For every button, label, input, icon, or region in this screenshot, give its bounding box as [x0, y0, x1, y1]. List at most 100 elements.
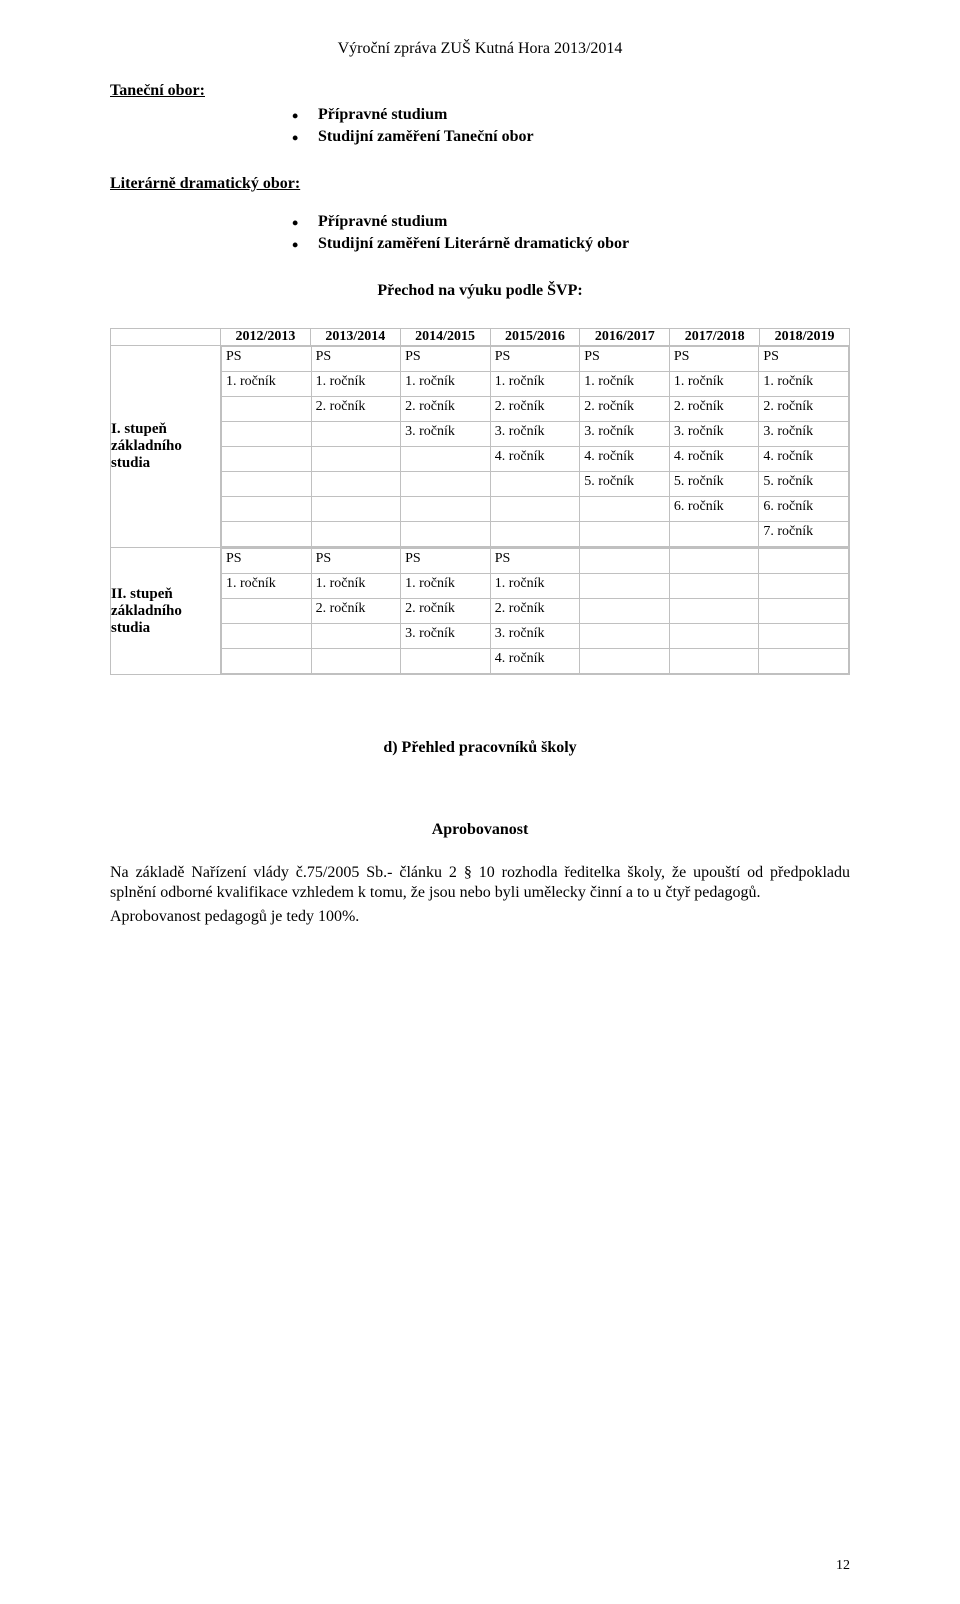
page-number: 12 — [836, 1558, 850, 1574]
section-tanecni: Taneční obor: Přípravné studium Studijní… — [110, 82, 850, 147]
year-header: 2013/2014 — [310, 329, 400, 346]
table-cell: 3. ročník — [669, 422, 759, 447]
table-cell — [490, 497, 580, 522]
table-cell: 3. ročník — [759, 422, 849, 447]
year-header: 2015/2016 — [490, 329, 580, 346]
list-item: Studijní zaměření Literárně dramatický o… — [290, 233, 850, 255]
table-cell — [311, 422, 401, 447]
paragraph: Na základě Nařízení vlády č.75/2005 Sb.-… — [110, 863, 850, 903]
table-cell: PS — [490, 347, 580, 372]
table-row: PSPSPSPSPSPSPS — [222, 347, 849, 372]
table-cell: 6. ročník — [669, 497, 759, 522]
year-header: 2014/2015 — [400, 329, 490, 346]
table-row: 3. ročník3. ročník3. ročník3. ročník3. r… — [222, 422, 849, 447]
table-cell — [222, 624, 312, 649]
table-cell: 2. ročník — [759, 397, 849, 422]
table-cell: 4. ročník — [759, 447, 849, 472]
table-cell: 2. ročník — [490, 397, 580, 422]
tanecni-bullets: Přípravné studium Studijní zaměření Tane… — [290, 104, 850, 147]
table-row: 7. ročník — [222, 522, 849, 547]
section-d-heading: d) Přehled pracovníků školy — [110, 739, 850, 757]
row-label-ii: II. stupeň základního studia — [111, 548, 221, 675]
aprobovanost-heading: Aprobovanost — [110, 821, 850, 839]
table-cell: 1. ročník — [222, 574, 312, 599]
table-cell — [311, 472, 401, 497]
row-label-i: I. stupeň základního studia — [111, 346, 221, 548]
table-cell — [222, 397, 312, 422]
table-cell: 1. ročník — [490, 574, 580, 599]
table-cell — [759, 549, 849, 574]
table-row-i: I. stupeň základního studia PSPSPSPSPSPS… — [111, 346, 850, 548]
table-cell: 5. ročník — [759, 472, 849, 497]
table-cell: 1. ročník — [401, 574, 491, 599]
table-cell — [401, 497, 491, 522]
table-row: 3. ročník3. ročník — [222, 624, 849, 649]
table-cell: 6. ročník — [759, 497, 849, 522]
table-cell: 3. ročník — [401, 422, 491, 447]
table-cell — [580, 549, 670, 574]
list-item: Přípravné studium — [290, 104, 850, 126]
table-cell — [311, 497, 401, 522]
table-cell — [401, 649, 491, 674]
year-header: 2018/2019 — [760, 329, 850, 346]
table-cell — [580, 522, 670, 547]
table-cell — [580, 574, 670, 599]
table-row: 2. ročník2. ročník2. ročník2. ročník2. r… — [222, 397, 849, 422]
table-cell — [669, 599, 759, 624]
table-cell — [759, 599, 849, 624]
table-cell — [490, 472, 580, 497]
table-cell: 2. ročník — [311, 599, 401, 624]
table-row: 4. ročník — [222, 649, 849, 674]
table-cell — [669, 649, 759, 674]
table-row: 1. ročník1. ročník1. ročník1. ročník — [222, 574, 849, 599]
table-cell — [669, 522, 759, 547]
table-cell: 5. ročník — [669, 472, 759, 497]
table-cell: PS — [490, 549, 580, 574]
table-cell — [759, 574, 849, 599]
table-cell: PS — [222, 549, 312, 574]
table-cell: 1. ročník — [401, 372, 491, 397]
table-cell: PS — [401, 347, 491, 372]
table-cell: 4. ročník — [490, 649, 580, 674]
table-cell — [580, 497, 670, 522]
table-cell: PS — [222, 347, 312, 372]
table-cell: PS — [311, 347, 401, 372]
table-cell — [759, 649, 849, 674]
table-cell — [401, 522, 491, 547]
document-header: Výroční zpráva ZUŠ Kutná Hora 2013/2014 — [110, 40, 850, 58]
table-cell: 1. ročník — [490, 372, 580, 397]
table-cell: 3. ročník — [490, 422, 580, 447]
table-cell: 2. ročník — [490, 599, 580, 624]
svp-table: 2012/2013 2013/2014 2014/2015 2015/2016 … — [110, 328, 850, 675]
table-cell — [222, 447, 312, 472]
table-cell — [580, 624, 670, 649]
table-cell: 1. ročník — [311, 574, 401, 599]
paragraph: Aprobovanost pedagogů je tedy 100%. — [110, 907, 850, 927]
table-cell: 3. ročník — [401, 624, 491, 649]
table-cell — [669, 549, 759, 574]
table-cell: 2. ročník — [401, 599, 491, 624]
table-cell: 1. ročník — [580, 372, 670, 397]
year-header: 2012/2013 — [221, 329, 311, 346]
table-cell: 2. ročník — [401, 397, 491, 422]
list-item: Přípravné studium — [290, 211, 850, 233]
table-row: 4. ročník4. ročník4. ročník4. ročník — [222, 447, 849, 472]
table-header-row: 2012/2013 2013/2014 2014/2015 2015/2016 … — [111, 329, 850, 346]
table-cell: 4. ročník — [580, 447, 670, 472]
literarni-label: Literárně dramatický obor: — [110, 175, 300, 192]
table-cell — [222, 422, 312, 447]
year-header: 2017/2018 — [670, 329, 760, 346]
table-cell — [580, 599, 670, 624]
prechod-heading: Přechod na výuku podle ŠVP: — [110, 282, 850, 300]
tanecni-label: Taneční obor: — [110, 82, 205, 100]
table-cell: 2. ročník — [311, 397, 401, 422]
table-cell: 2. ročník — [669, 397, 759, 422]
table-cell: 1. ročník — [759, 372, 849, 397]
table-cell — [759, 624, 849, 649]
page: Výroční zpráva ZUŠ Kutná Hora 2013/2014 … — [0, 0, 960, 1604]
table-cell: 3. ročník — [580, 422, 670, 447]
table-cell: 4. ročník — [669, 447, 759, 472]
table-row: 2. ročník2. ročník2. ročník — [222, 599, 849, 624]
table-row: 1. ročník1. ročník1. ročník1. ročník1. r… — [222, 372, 849, 397]
table-cell — [222, 522, 312, 547]
